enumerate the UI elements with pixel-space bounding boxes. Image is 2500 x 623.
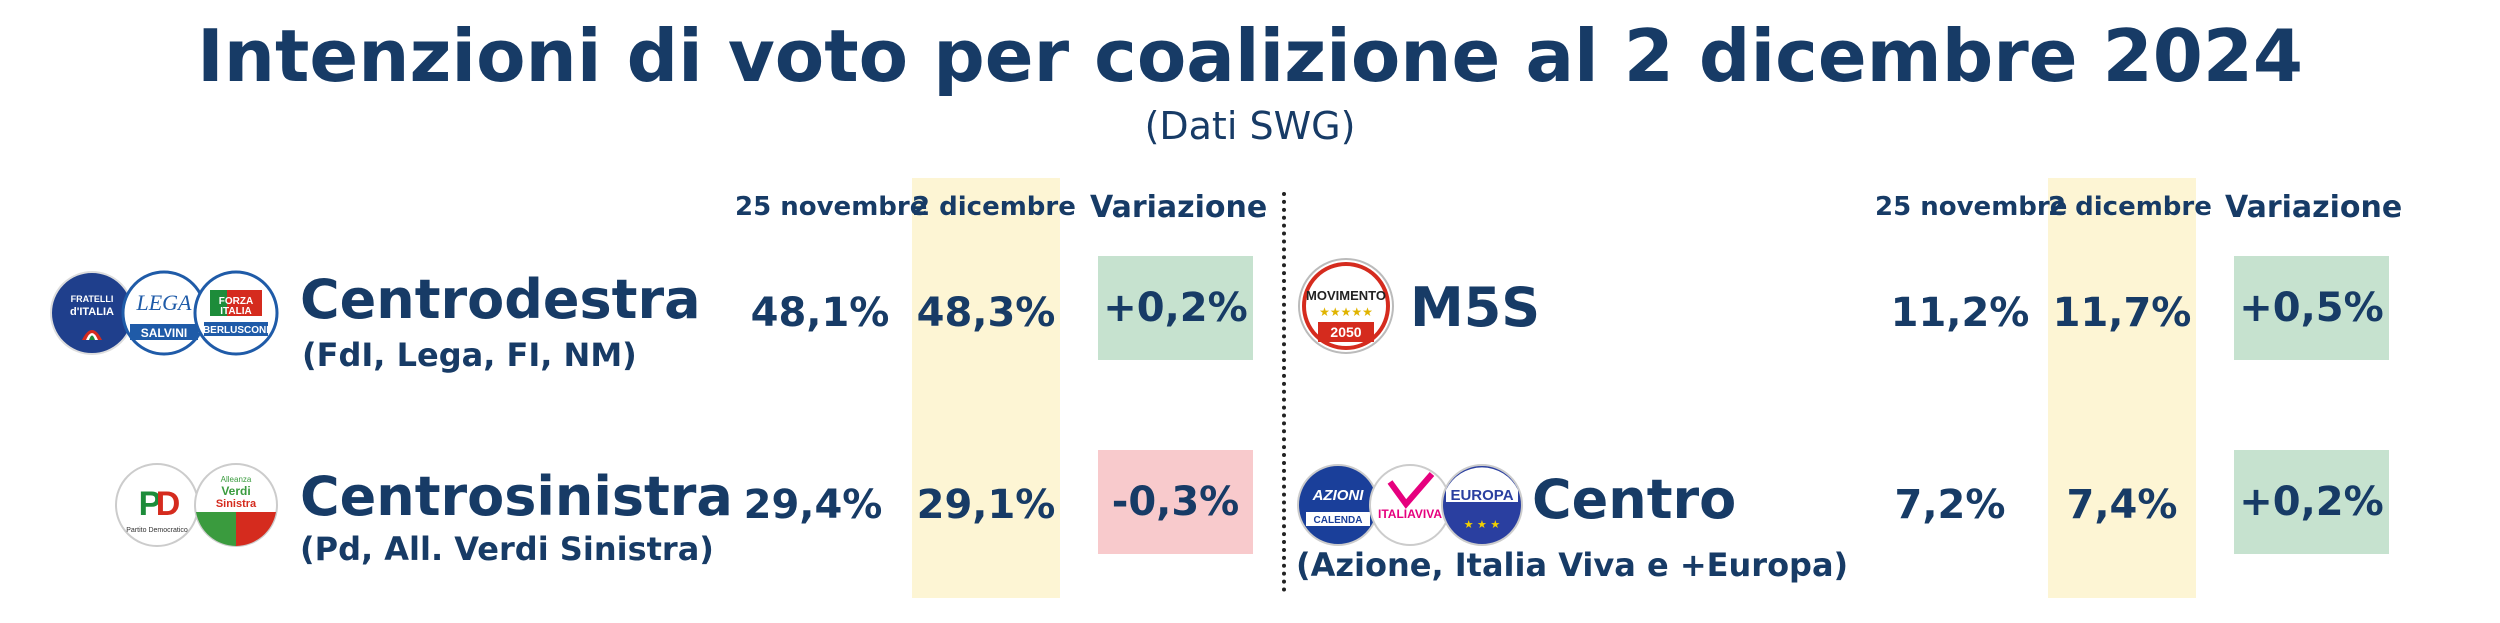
pd-logo-icon: P D Partito Democratico — [115, 463, 199, 547]
row-detail-centro: (Azione, Italia Viva e +Europa) — [1296, 546, 1849, 584]
europa-logo-icon: EUROPA ★ ★ ★ — [1441, 464, 1523, 546]
svg-text:★ ★ ★: ★ ★ ★ — [1464, 518, 1501, 531]
highlight-column-left — [912, 178, 1060, 598]
svg-text:d'ITALIA: d'ITALIA — [70, 306, 114, 318]
row-detail-centrodestra: (FdI, Lega, FI, NM) — [302, 336, 637, 374]
col-head-change-left: Variazione — [1090, 190, 1268, 225]
centrosinistra-logos: P D Partito Democratico Alleanza Verdi S… — [115, 463, 278, 547]
svg-text:2050: 2050 — [1330, 324, 1361, 340]
col-head-change-right: Variazione — [2225, 190, 2403, 225]
fi-logo-icon: FORZA ITALIA BERLUSCONI — [193, 270, 279, 356]
svg-text:LEGA: LEGA — [136, 290, 193, 315]
row-detail-centrosinistra: (Pd, All. Verdi Sinistra) — [300, 530, 714, 568]
change-value-m5s: +0,5% — [2239, 285, 2384, 331]
row-name-centro: Centro — [1532, 468, 1737, 531]
fdi-logo-icon: FRATELLI d'ITALIA — [50, 271, 134, 355]
highlight-column-right — [2048, 178, 2196, 598]
change-box-centrodestra: +0,2% — [1098, 256, 1253, 360]
svg-text:AZIONI: AZIONI — [1312, 487, 1365, 504]
change-value-centro: +0,2% — [2239, 479, 2384, 525]
svg-text:Sinistra: Sinistra — [216, 498, 257, 510]
value-prev-centrosinistra: 29,4% — [743, 482, 883, 528]
change-value-centrosinistra: -0,3% — [1111, 479, 1240, 525]
lega-logo-icon: LEGA SALVINI — [121, 270, 207, 356]
svg-text:D: D — [156, 485, 181, 523]
col-head-curr-left: 2 dicembre — [912, 192, 1076, 222]
svg-text:ITALIA: ITALIA — [220, 306, 251, 317]
value-prev-centrodestra: 48,1% — [750, 290, 890, 336]
value-curr-centrodestra: 48,3% — [916, 290, 1056, 336]
svg-text:SALVINI: SALVINI — [141, 326, 187, 340]
value-curr-centrosinistra: 29,1% — [916, 482, 1056, 528]
svg-text:P: P — [139, 485, 162, 523]
svg-text:Verdi: Verdi — [221, 484, 250, 498]
svg-text:FRATELLI: FRATELLI — [71, 294, 114, 304]
svg-text:EUROPA: EUROPA — [1450, 487, 1513, 504]
svg-text:Partito Democratico: Partito Democratico — [126, 527, 188, 534]
change-box-centro: +0,2% — [2234, 450, 2389, 554]
svg-text:BERLUSCONI: BERLUSCONI — [203, 325, 269, 336]
centro-logos: AZIONI CALENDA ITALIAVIVA EUROPA ★ ★ ★ — [1297, 464, 1523, 546]
svg-text:ITALIAVIVA: ITALIAVIVA — [1378, 507, 1442, 521]
value-curr-m5s: 11,7% — [2052, 290, 2192, 336]
row-name-centrosinistra: Centrosinistra — [300, 465, 733, 528]
avs-logo-icon: Alleanza Verdi Sinistra — [194, 463, 278, 547]
change-box-m5s: +0,5% — [2234, 256, 2389, 360]
chart-subtitle: (Dati SWG) — [1144, 104, 1356, 148]
change-box-centrosinistra: -0,3% — [1098, 450, 1253, 554]
value-curr-centro: 7,4% — [2066, 482, 2178, 528]
m5s-logo-icon: MOVIMENTO ★★★★★ 2050 — [1298, 258, 1394, 354]
value-prev-centro: 7,2% — [1894, 482, 2006, 528]
azione-logo-icon: AZIONI CALENDA — [1297, 464, 1379, 546]
col-head-prev-left: 25 novembre — [735, 192, 928, 222]
italiaviva-logo-icon: ITALIAVIVA — [1369, 464, 1451, 546]
svg-text:FORZA: FORZA — [219, 296, 253, 307]
change-value-centrodestra: +0,2% — [1103, 285, 1248, 331]
centrodestra-logos: FRATELLI d'ITALIA LEGA SALVINI FORZA ITA… — [50, 270, 279, 356]
col-head-prev-right: 25 novembre — [1875, 192, 2068, 222]
svg-text:MOVIMENTO: MOVIMENTO — [1306, 288, 1386, 303]
row-name-m5s: M5S — [1410, 276, 1541, 339]
chart-title: Intenzioni di voto per coalizione al 2 d… — [196, 14, 2304, 98]
value-prev-m5s: 11,2% — [1890, 290, 2030, 336]
row-name-centrodestra: Centrodestra — [300, 268, 701, 331]
col-head-curr-right: 2 dicembre — [2048, 192, 2212, 222]
svg-text:CALENDA: CALENDA — [1314, 515, 1363, 526]
svg-text:Alleanza: Alleanza — [221, 475, 252, 484]
svg-text:★★★★★: ★★★★★ — [1319, 305, 1373, 319]
column-divider — [1282, 192, 1286, 592]
